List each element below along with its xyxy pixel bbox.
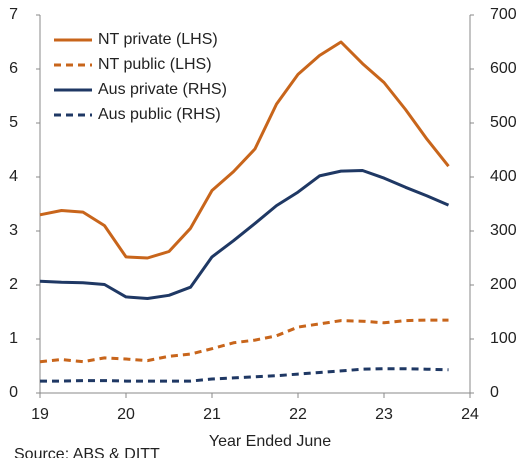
- x-tick-label: 24: [461, 406, 479, 423]
- y2-tick-label: 700: [490, 6, 517, 23]
- x-tick-label: 21: [203, 406, 221, 423]
- series-line: [39, 318, 449, 364]
- y2-tick-label: 100: [490, 330, 517, 347]
- series-line: [40, 367, 449, 383]
- legend-label: NT public (LHS): [98, 56, 212, 73]
- series-line: [39, 40, 450, 260]
- y-tick-label: 6: [9, 60, 18, 77]
- y2-tick-label: 400: [490, 168, 517, 185]
- y-tick-label: 3: [9, 222, 18, 239]
- x-tick-label: 20: [117, 406, 135, 423]
- y2-tick-label: 600: [490, 60, 517, 77]
- y2-tick-label: 200: [490, 276, 517, 293]
- source-note: Source: ABS & DITT: [14, 446, 160, 458]
- x-tick-label: 22: [289, 406, 307, 423]
- y-tick-label: 5: [9, 114, 18, 131]
- y-tick-label: 4: [9, 168, 18, 185]
- y-tick-label: 0: [9, 384, 18, 401]
- y-tick-label: 7: [9, 6, 18, 23]
- y2-tick-label: 0: [490, 384, 499, 401]
- y2-tick-label: 300: [490, 222, 517, 239]
- legend-label: NT private (LHS): [98, 31, 218, 48]
- y-tick-label: 2: [9, 276, 18, 293]
- y2-tick-label: 500: [490, 114, 517, 131]
- legend-label: Aus private (RHS): [98, 81, 227, 98]
- x-tick-label: 19: [31, 406, 49, 423]
- y-tick-label: 1: [9, 330, 18, 347]
- series-line: [39, 169, 450, 300]
- legend-label: Aus public (RHS): [98, 106, 221, 123]
- x-tick-label: 23: [375, 406, 393, 423]
- x-axis-title: Year Ended June: [209, 433, 331, 450]
